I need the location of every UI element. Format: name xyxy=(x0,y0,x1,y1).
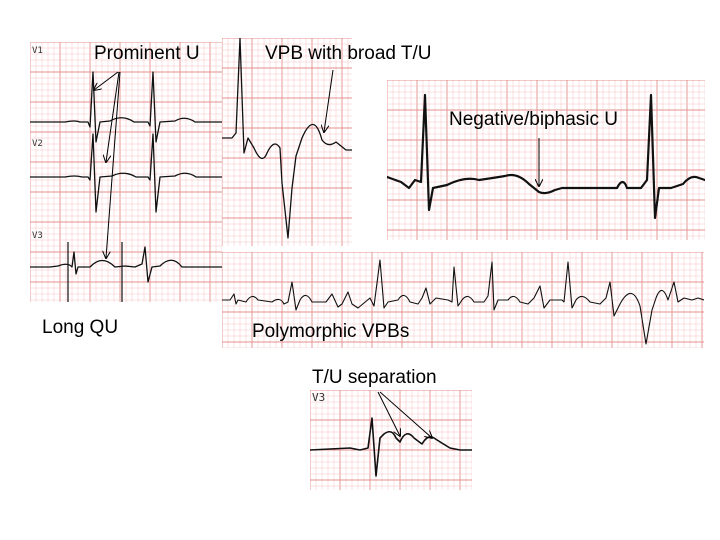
ecg-panel-leads-v1-v3: V1 V2 V3 xyxy=(30,42,222,302)
annotation-vpb-broad-tu: VPB with broad T/U xyxy=(265,43,432,64)
ecg-trace-polymorphic xyxy=(222,259,704,345)
ecg-trace-v2 xyxy=(30,133,222,213)
ecg-trace-vpb xyxy=(222,38,352,239)
ecg-trace-v3 xyxy=(30,246,222,283)
lead-label-v1: V1 xyxy=(32,46,43,56)
lead-label-v2: V2 xyxy=(32,139,43,149)
annotation-polymorphic-vpbs: Polymorphic VPBs xyxy=(252,321,410,342)
ecg-trace-v1 xyxy=(30,71,222,143)
ecg-panel-vpb xyxy=(222,38,352,246)
ecg-panel-negative-u xyxy=(387,80,705,240)
ecg-strip-three-leads xyxy=(30,42,222,302)
annotation-long-qu: Long QU xyxy=(42,317,119,338)
ecg-strip-polymorphic xyxy=(222,252,704,348)
grid-background xyxy=(310,390,472,490)
lead-label-v3: V3 xyxy=(32,231,43,241)
ecg-strip-vpb xyxy=(222,38,352,246)
annotation-tu-separation: T/U separation xyxy=(312,367,437,388)
ecg-grid xyxy=(387,80,705,240)
ecg-strip-tu-separation xyxy=(310,390,472,490)
ecg-panel-polymorphic xyxy=(222,252,704,348)
ecg-panel-tu-separation: V3 xyxy=(310,390,472,490)
lead-label-v3-bottom: V3 xyxy=(312,391,326,404)
ecg-trace-negative-u xyxy=(387,93,705,220)
ecg-strip-negative-u xyxy=(387,80,705,240)
annotation-prominent-u: Prominent U xyxy=(94,43,200,64)
annotation-negative-biphasic-u: Negative/biphasic U xyxy=(449,109,618,130)
